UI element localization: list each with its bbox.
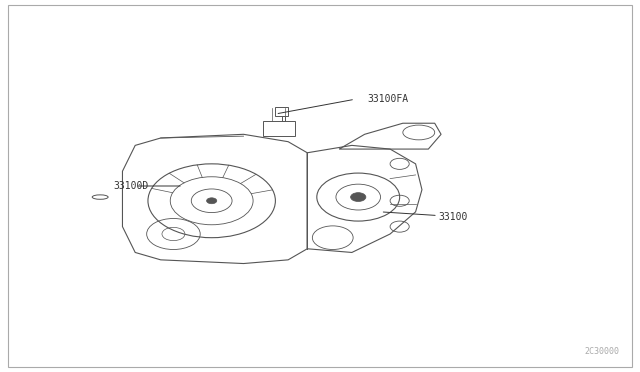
Text: 2C30000: 2C30000 bbox=[584, 347, 620, 356]
Text: 33100FA: 33100FA bbox=[368, 94, 409, 104]
Text: 33100: 33100 bbox=[438, 212, 467, 222]
Text: 33100D: 33100D bbox=[113, 181, 148, 191]
Circle shape bbox=[351, 193, 366, 202]
Circle shape bbox=[207, 198, 217, 204]
